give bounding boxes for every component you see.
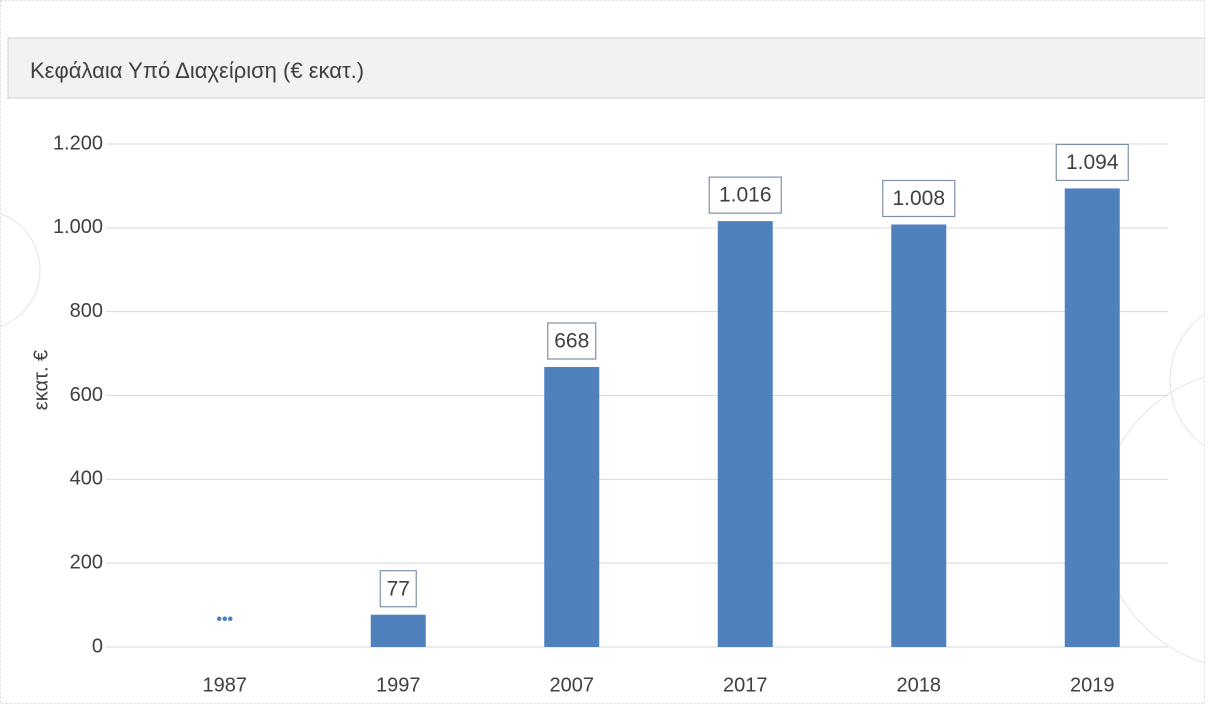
bar — [1065, 188, 1120, 647]
y-tick-label: 600 — [70, 384, 103, 406]
x-tick-label: 2018 — [897, 674, 942, 696]
value-label: 1.016 — [719, 184, 772, 207]
value-label: 1.094 — [1066, 151, 1119, 174]
x-tick-label: 2007 — [550, 674, 595, 696]
chart: Κεφάλαια Υπό Διαχείριση (€ εκατ.) εκατ. … — [0, 0, 1205, 704]
x-tick-label: 2019 — [1070, 674, 1115, 696]
x-tick-label: 1987 — [203, 674, 248, 696]
bar — [718, 221, 773, 647]
y-axis-label: εκατ. € — [30, 350, 52, 410]
chart-title: Κεφάλαια Υπό Διαχείριση (€ εκατ.) — [30, 58, 364, 83]
y-tick-label: 400 — [70, 468, 103, 490]
y-tick-label: 1.000 — [53, 216, 103, 238]
bar — [371, 615, 426, 647]
bar — [544, 367, 599, 647]
value-label: ••• — [216, 611, 233, 628]
y-tick-label: 200 — [70, 551, 103, 573]
y-tick-label: 1.200 — [53, 132, 103, 154]
bar — [891, 224, 946, 647]
value-label: 668 — [554, 330, 589, 353]
value-label: 77 — [387, 577, 410, 600]
x-tick-label: 1997 — [376, 674, 421, 696]
x-tick-label: 2017 — [723, 674, 768, 696]
page-frame — [1, 1, 1205, 704]
y-tick-label: 0 — [92, 635, 103, 657]
y-tick-label: 800 — [70, 300, 103, 322]
value-label: 1.008 — [892, 187, 945, 210]
